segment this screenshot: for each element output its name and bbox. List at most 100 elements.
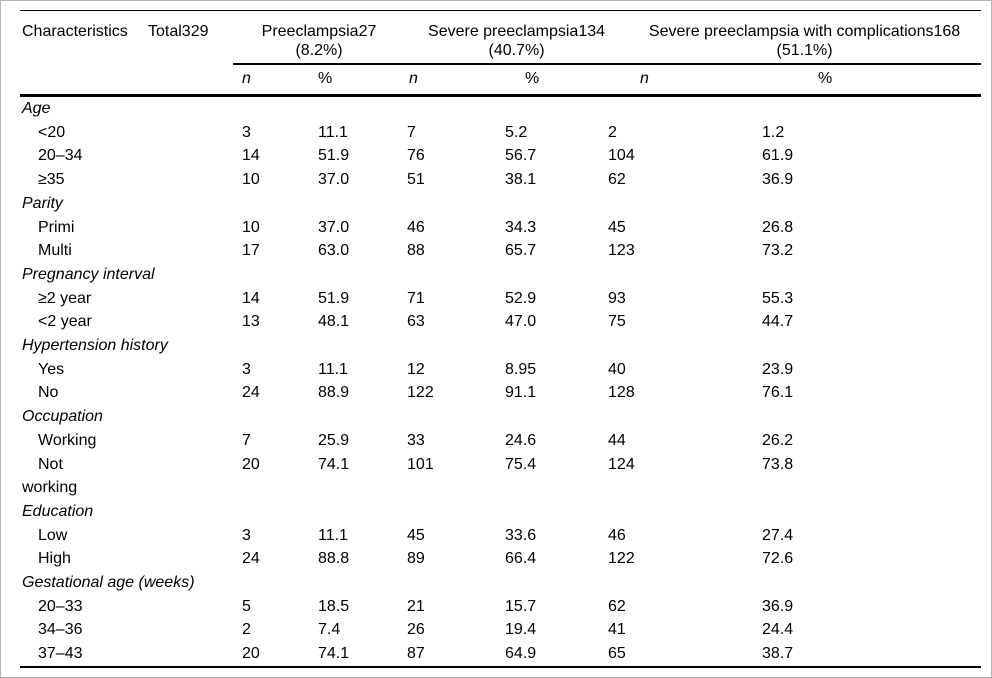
cell-n: 93 <box>608 289 626 307</box>
cell-pct: 36.9 <box>762 597 794 615</box>
cell-n: 3 <box>242 123 251 141</box>
cell-n: 71 <box>407 289 425 307</box>
cell-total <box>146 121 233 145</box>
cell-pct: 37.0 <box>318 171 350 189</box>
cell-n: 7 <box>407 123 416 141</box>
table-row: Primi 10 37.0 46 34.3 45 26.8 <box>20 216 981 240</box>
cell-n: 10 <box>242 218 260 236</box>
cell-n: 124 <box>608 455 635 473</box>
row-label: ≥35 <box>38 171 65 189</box>
cell-total <box>146 239 233 263</box>
cell-n: 89 <box>407 550 425 568</box>
table-row: 20–33 5 18.5 21 15.7 62 36.9 <box>20 595 981 619</box>
row-label: <2 year <box>38 313 92 331</box>
cell-n: 75 <box>608 313 626 331</box>
cell-n: 12 <box>407 360 425 378</box>
row-label: Not working <box>22 455 78 497</box>
col-header-group-preeclampsia: Preeclampsia27 (8.2%) <box>233 10 406 65</box>
cell-n: 10 <box>242 171 260 189</box>
cell-n: 5 <box>242 597 251 615</box>
cell-n: 20 <box>242 645 260 663</box>
row-label: 34–36 <box>38 621 83 639</box>
cell-total <box>146 429 233 453</box>
cell-n: 63 <box>407 313 425 331</box>
cell-total <box>146 642 233 667</box>
cell-n: 123 <box>608 242 635 260</box>
section-row: Hypertension history <box>20 334 981 358</box>
col-header-n-2: n <box>405 63 504 97</box>
cell-pct: 64.9 <box>505 645 537 663</box>
cell-n: 7 <box>242 431 251 449</box>
row-label: Multi <box>38 242 72 260</box>
section-row: Parity <box>20 192 981 216</box>
group-name: Severe preeclampsia134 <box>428 23 606 40</box>
cell-pct: 91.1 <box>505 384 537 402</box>
cell-n: 45 <box>407 526 425 544</box>
cell-n: 33 <box>407 431 425 449</box>
header-spacer <box>20 63 146 97</box>
cell-pct: 11.1 <box>318 123 348 141</box>
cell-pct: 15.7 <box>505 597 537 615</box>
cell-total <box>146 287 233 311</box>
cell-total <box>146 310 233 334</box>
cell-pct: 65.7 <box>505 242 537 260</box>
cell-pct: 19.4 <box>505 621 537 639</box>
table-row: High 24 88.8 89 66.4 122 72.6 <box>20 547 981 571</box>
cell-n: 20 <box>242 455 260 473</box>
header-row-subcolumns: n % n % n % <box>20 63 982 97</box>
cell-n: 14 <box>242 147 260 165</box>
group-percent: (40.7%) <box>488 42 545 59</box>
cell-n: 24 <box>242 550 260 568</box>
cell-pct: 66.4 <box>505 550 537 568</box>
cell-pct: 37.0 <box>318 218 350 236</box>
row-label: 20–33 <box>38 597 83 615</box>
section-label: Occupation <box>22 408 103 426</box>
cell-pct: 23.9 <box>762 360 794 378</box>
col-header-pct-3: % <box>760 63 982 97</box>
section-label: Age <box>22 100 51 117</box>
row-label: No <box>38 384 59 402</box>
cell-pct: 88.9 <box>318 384 350 402</box>
section-label: Pregnancy interval <box>22 265 155 283</box>
cell-n: 62 <box>608 597 626 615</box>
cell-n: 3 <box>242 360 251 378</box>
cell-n: 21 <box>407 597 425 615</box>
cell-n: 101 <box>407 455 434 473</box>
cell-total <box>146 216 233 240</box>
cell-pct: 72.6 <box>762 550 794 568</box>
table-row: Yes 3 11.1 12 8.95 40 23.9 <box>20 358 981 382</box>
cell-pct: 1.2 <box>762 123 785 141</box>
cell-n: 24 <box>242 384 260 402</box>
header-spacer <box>146 63 233 97</box>
group-name: Preeclampsia27 <box>261 23 377 40</box>
col-header-total: Total329 <box>148 23 209 40</box>
cell-pct: 27.4 <box>762 526 794 544</box>
cell-n: 46 <box>608 526 626 544</box>
row-label: 20–34 <box>38 147 83 165</box>
cell-n: 44 <box>608 431 626 449</box>
table-row: 20–34 14 51.9 76 56.7 104 61.9 <box>20 144 981 168</box>
cell-n: 87 <box>407 645 425 663</box>
section-row: Gestational age (weeks) <box>20 571 981 595</box>
table-row: Not working 20 74.1 101 75.4 124 73.8 <box>20 453 981 500</box>
cell-n: 17 <box>242 242 260 260</box>
col-header-group-severe-preeclampsia: Severe preeclampsia134 (40.7%) <box>405 10 607 65</box>
section-row: Occupation <box>20 405 981 429</box>
cell-pct: 88.8 <box>318 550 350 568</box>
cell-pct: 61.9 <box>762 147 794 165</box>
header-row-groups: Characteristics Total329 Preeclampsia27 … <box>20 10 982 65</box>
cell-total <box>146 144 233 168</box>
cell-pct: 26.2 <box>762 431 794 449</box>
section-row: Pregnancy interval <box>20 263 981 287</box>
section-label: Gestational age (weeks) <box>22 574 195 592</box>
cell-total <box>146 453 233 500</box>
row-label: ≥2 year <box>38 289 92 307</box>
cell-pct: 24.6 <box>505 431 537 449</box>
cell-n: 3 <box>242 526 251 544</box>
group-percent: (8.2%) <box>295 42 343 59</box>
row-label: <20 <box>38 123 66 141</box>
section-row: Age <box>20 96 981 121</box>
row-label: Working <box>38 431 97 449</box>
cell-pct: 24.4 <box>762 621 794 639</box>
